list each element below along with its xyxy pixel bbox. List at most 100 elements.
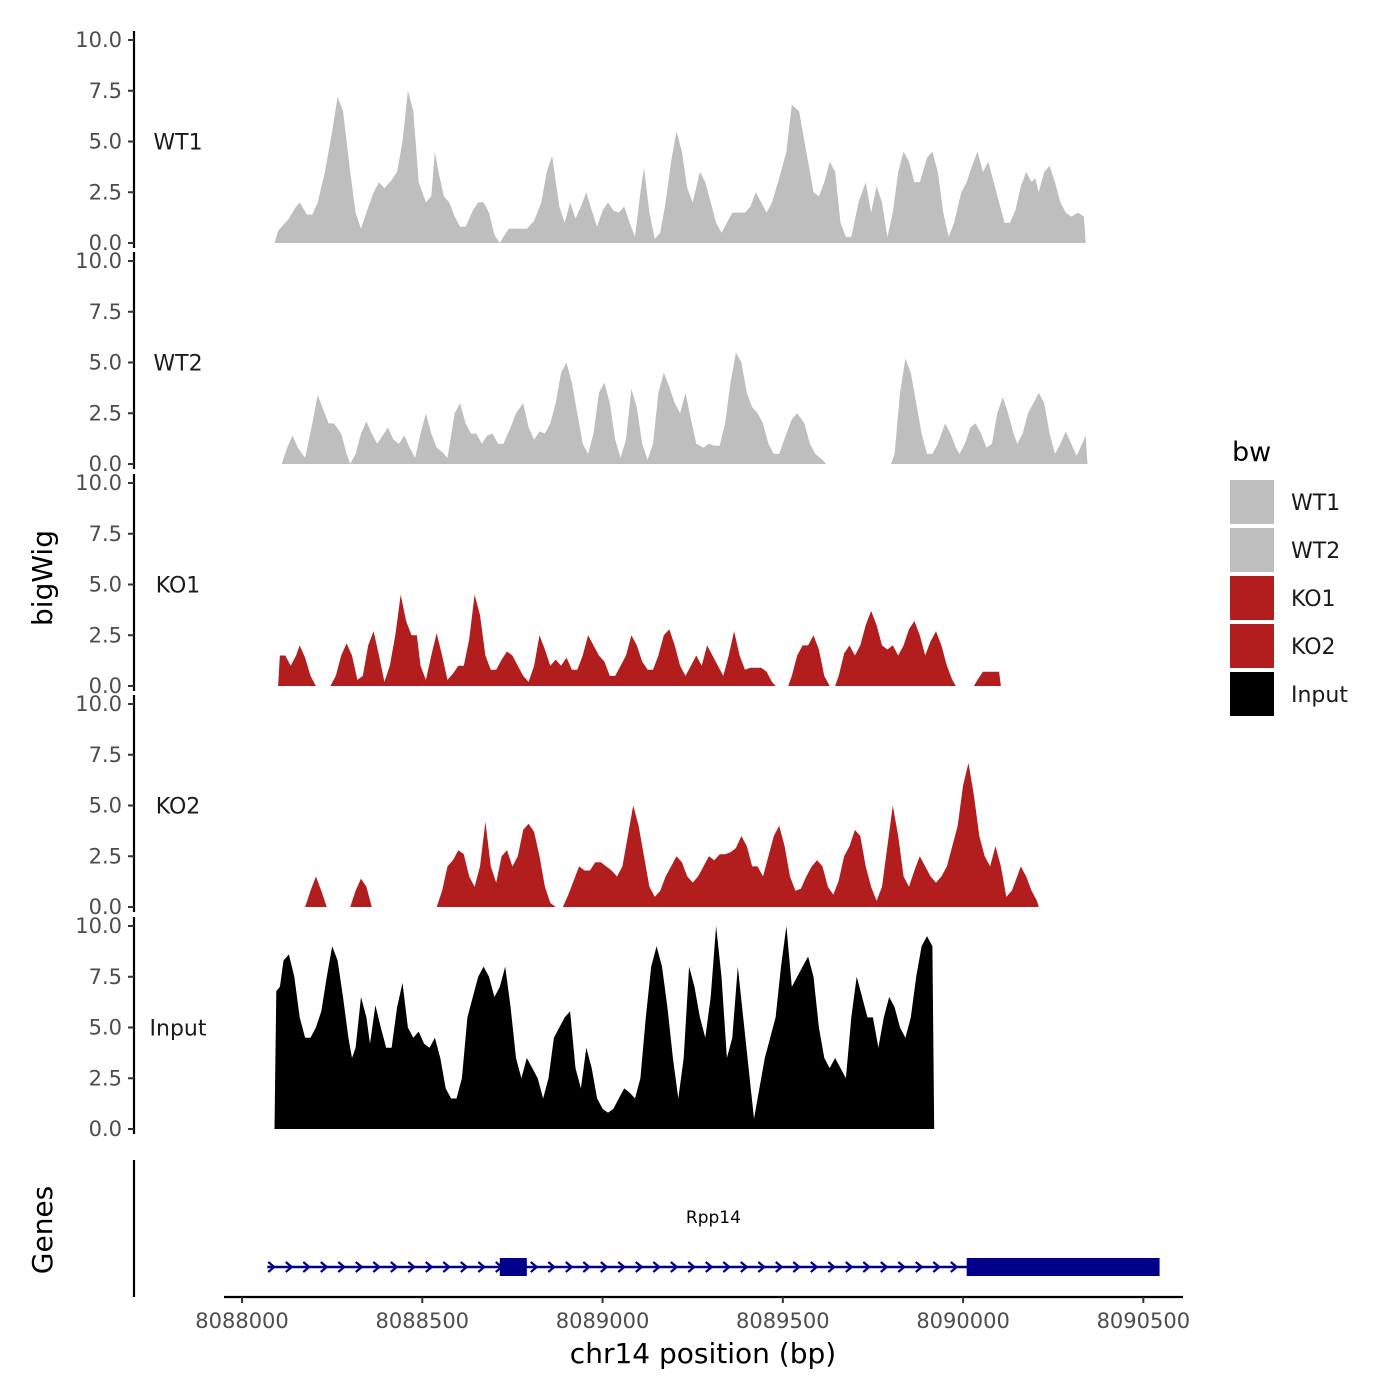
y-tick-label: 5.0 — [89, 351, 122, 375]
legend-label: WT2 — [1291, 539, 1340, 564]
track-label-wt1: WT1 — [153, 131, 202, 156]
y-tick-label: 7.5 — [89, 79, 122, 103]
track-label-ko2: KO2 — [156, 795, 201, 820]
y-tick-label: 0.0 — [89, 895, 122, 919]
strand-arrow — [810, 1261, 819, 1273]
y-tick-label: 5.0 — [89, 1016, 122, 1040]
track-label-ko1: KO1 — [156, 574, 201, 599]
strand-arrow — [565, 1261, 574, 1273]
area-wt1 — [274, 90, 1086, 243]
legend-swatch — [1230, 576, 1274, 620]
legend-label: WT1 — [1291, 491, 1340, 516]
track-wt1: 0.0 2.5 5.0 7.5 10.0 WT1 — [75, 28, 1086, 255]
y-tick-label: 2.5 — [89, 180, 122, 204]
strand-arrow — [880, 1261, 889, 1273]
y-tick-label: 0.0 — [89, 231, 122, 255]
legend-swatch — [1230, 672, 1274, 716]
strand-arrow — [600, 1261, 609, 1273]
strand-arrow — [425, 1261, 434, 1273]
y-tick-label: 7.5 — [89, 522, 122, 546]
strand-arrow — [845, 1261, 854, 1273]
strand-arrow — [932, 1261, 941, 1273]
strand-arrow — [740, 1261, 749, 1273]
y-tick-label: 2.5 — [89, 844, 122, 868]
strand-arrow — [477, 1261, 486, 1273]
legend-title: bw — [1232, 437, 1271, 468]
legend-swatch — [1230, 528, 1274, 572]
strand-arrow — [897, 1261, 906, 1273]
track-label-wt2: WT2 — [153, 352, 202, 377]
y-tick-label: 10.0 — [75, 692, 122, 716]
legend-item-wt1: WT1 — [1230, 480, 1340, 524]
x-tick-label: 8089000 — [556, 1309, 650, 1333]
area-ko1 — [278, 594, 1001, 686]
strand-arrow — [320, 1261, 329, 1273]
y-tick-label: 10.0 — [75, 28, 122, 52]
strand-arrow — [442, 1261, 451, 1273]
strand-arrow — [337, 1261, 346, 1273]
gene-name-label: Rpp14 — [686, 1208, 741, 1228]
track-label-input: Input — [150, 1017, 207, 1042]
y-tick-label: 0.0 — [89, 674, 122, 698]
genes-axis-title: Genes — [26, 1186, 59, 1274]
track-input: 0.0 2.5 5.0 7.5 10.0 Input — [75, 914, 935, 1141]
y-tick-label: 7.5 — [89, 965, 122, 989]
strand-arrow — [267, 1261, 276, 1273]
legend-label: Input — [1291, 683, 1348, 708]
strand-arrow — [390, 1261, 399, 1273]
strand-arrow — [827, 1261, 836, 1273]
strand-arrow — [302, 1261, 311, 1273]
x-tick-label: 8089500 — [736, 1309, 830, 1333]
gene-track-panel: Rpp14 — [132, 1160, 1160, 1297]
strand-arrow — [950, 1261, 959, 1273]
strand-arrow — [582, 1261, 591, 1273]
legend-item-wt2: WT2 — [1230, 528, 1340, 572]
strand-arrow — [460, 1261, 469, 1273]
strand-arrow — [547, 1261, 556, 1273]
gene-model: Rpp14 — [267, 1208, 1160, 1276]
strand-arrow — [792, 1261, 801, 1273]
strand-arrow — [407, 1261, 416, 1273]
x-axis: 8088000 8088500 8089000 8089500 8090000 80905… — [195, 1295, 1191, 1333]
y-axis-title: bigWig — [26, 530, 59, 626]
strand-arrow — [285, 1261, 294, 1273]
track-ko2: 0.0 2.5 5.0 7.5 10.0 KO2 — [75, 692, 1039, 919]
strand-arrow — [372, 1261, 381, 1273]
area-ko2 — [305, 762, 1039, 907]
y-tick-label: 0.0 — [89, 1117, 122, 1141]
area-input — [274, 926, 935, 1129]
strand-arrow — [862, 1261, 871, 1273]
legend: bw WT1 WT2 KO1 KO2 Input — [1230, 437, 1348, 716]
y-tick-label: 2.5 — [89, 1066, 122, 1090]
y-tick-label: 2.5 — [89, 401, 122, 425]
y-tick-label: 7.5 — [89, 743, 122, 767]
x-tick-label: 8090000 — [916, 1309, 1010, 1333]
strand-arrow — [652, 1261, 661, 1273]
x-tick-label: 8088500 — [376, 1309, 470, 1333]
gene-exon — [966, 1258, 1160, 1276]
gene-exon — [499, 1258, 527, 1276]
strand-arrow — [722, 1261, 731, 1273]
y-tick-label: 0.0 — [89, 452, 122, 476]
strand-arrow — [705, 1261, 714, 1273]
strand-arrow — [915, 1261, 924, 1273]
y-tick-label: 10.0 — [75, 914, 122, 938]
y-tick-label: 5.0 — [89, 130, 122, 154]
legend-item-ko1: KO1 — [1230, 576, 1336, 620]
strand-arrow — [687, 1261, 696, 1273]
strand-arrow — [355, 1261, 364, 1273]
y-tick-label: 10.0 — [75, 471, 122, 495]
x-axis-title: chr14 position (bp) — [570, 1337, 836, 1370]
area-wt2 — [281, 352, 1088, 464]
y-tick-label: 2.5 — [89, 623, 122, 647]
legend-item-ko2: KO2 — [1230, 624, 1336, 668]
track-panels: 0.0 2.5 5.0 7.5 10.0 WT1 0.0 2.5 5.0 7.5 10.0 WT2 0.… — [75, 28, 1088, 1141]
y-tick-label: 5.0 — [89, 794, 122, 818]
y-tick-label: 10.0 — [75, 249, 122, 273]
legend-swatch — [1230, 480, 1274, 524]
legend-label: KO1 — [1291, 587, 1336, 612]
legend-label: KO2 — [1291, 635, 1336, 660]
strand-arrow — [757, 1261, 766, 1273]
x-tick-label: 8090500 — [1097, 1309, 1191, 1333]
